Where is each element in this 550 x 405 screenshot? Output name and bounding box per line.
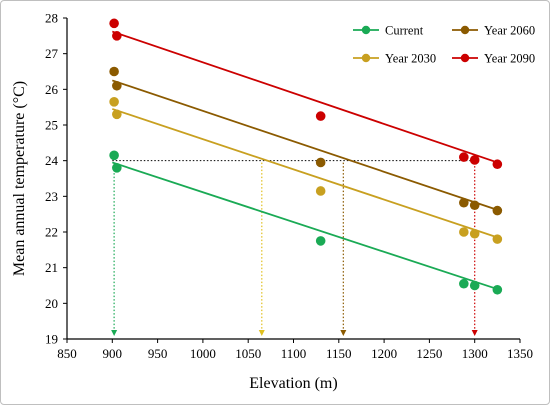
point-year-2060-2: [315, 157, 326, 168]
legend-label-current: Current: [385, 24, 424, 38]
trend-line-year-2060: [112, 79, 498, 211]
point-year-2090-4: [469, 155, 480, 165]
y-tick-label-4: 23: [45, 189, 58, 204]
point-year-2090-1: [112, 31, 122, 41]
reference-arrow-3: [471, 330, 478, 336]
trend-line-current: [112, 161, 498, 290]
x-tick-label-4: 1050: [235, 346, 261, 361]
legend-marker-current: [361, 25, 371, 35]
y-tick-label-1: 20: [45, 296, 58, 311]
point-year-2060-0: [109, 66, 119, 77]
point-year-2060-5: [492, 205, 503, 216]
point-year-2030-5: [492, 234, 503, 244]
y-tick-label-2: 21: [45, 260, 58, 275]
x-tick-label-8: 1250: [416, 346, 442, 361]
point-year-2090-0: [109, 18, 119, 29]
x-tick-label-0: 850: [57, 346, 77, 361]
trend-lines: [112, 30, 498, 290]
x-tick-label-10: 1350: [507, 346, 533, 361]
point-current-2: [315, 236, 326, 246]
x-tick-label-5: 1100: [281, 346, 307, 361]
point-current-4: [469, 280, 480, 291]
point-current-0: [109, 150, 119, 161]
legend-marker-year-2090: [460, 53, 470, 63]
point-year-2060-3: [459, 197, 469, 208]
y-tick-label-8: 27: [45, 46, 59, 61]
tick-labels: 850 900 950 1000 1050 1100 1150 1200 1250 1300 135…: [45, 11, 533, 362]
x-tick-label-9: 1300: [462, 346, 488, 361]
x-tick-label-3: 1000: [190, 346, 216, 361]
point-current-5: [492, 284, 503, 295]
point-year-2090-2: [315, 111, 326, 121]
trend-line-year-2030: [112, 108, 498, 239]
axes: [66, 18, 520, 340]
y-tick-label-3: 22: [45, 225, 58, 240]
legend-label-year-2030: Year 2030: [385, 52, 436, 66]
point-current-3: [459, 278, 469, 289]
reference-lines: [111, 160, 478, 336]
point-year-2030-0: [109, 97, 119, 107]
x-tick-label-1: 900: [103, 346, 123, 361]
reference-arrow-1: [258, 330, 265, 336]
point-year-2030-1: [112, 109, 122, 120]
y-tick-label-9: 28: [45, 11, 58, 26]
reference-arrow-2: [340, 330, 347, 336]
y-tick-label-6: 25: [45, 118, 58, 133]
x-axis-title: Elevation (m): [249, 375, 337, 392]
legend-label-year-2060: Year 2060: [484, 24, 535, 38]
legend-marker-year-2030: [361, 53, 371, 63]
point-year-2030-4: [469, 228, 480, 239]
point-year-2090-5: [492, 159, 503, 170]
trend-line-year-2090: [112, 30, 498, 164]
y-tick-label-5: 24: [45, 153, 59, 168]
point-current-1: [112, 163, 122, 173]
x-tick-label-6: 1150: [326, 346, 352, 361]
data-points: [109, 18, 503, 295]
legend-marker-year-2060: [460, 25, 470, 35]
y-axis-title: Mean annual temperature (°C): [11, 81, 28, 276]
point-year-2030-3: [459, 227, 469, 237]
reference-arrow-0: [111, 330, 118, 336]
x-tick-label-7: 1200: [371, 346, 397, 361]
point-year-2030-2: [315, 186, 326, 196]
x-tick-label-2: 950: [148, 346, 168, 361]
point-year-2090-3: [459, 152, 469, 162]
y-tick-label-0: 19: [45, 332, 58, 347]
legend: Current Year 2030 Year 2060 Year 2090: [353, 24, 535, 66]
legend-label-year-2090: Year 2090: [484, 52, 535, 66]
point-year-2060-4: [469, 200, 480, 211]
point-year-2060-1: [112, 80, 122, 91]
y-tick-label-7: 26: [45, 82, 59, 97]
